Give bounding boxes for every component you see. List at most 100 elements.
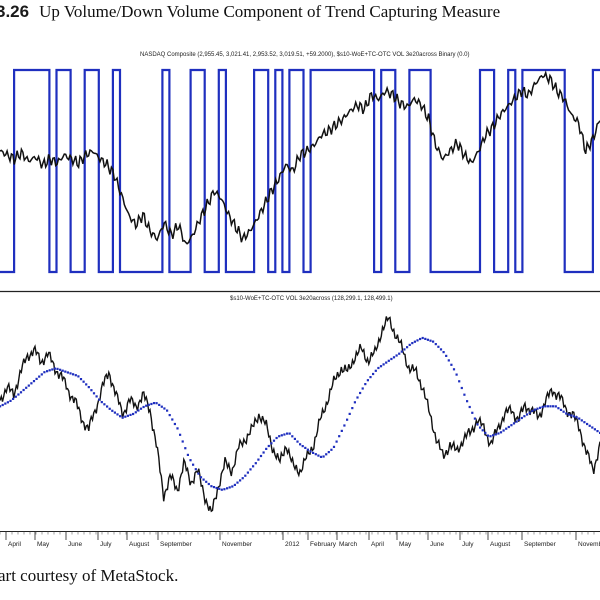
average-point [286, 432, 289, 435]
average-point [199, 476, 203, 479]
average-point [398, 352, 401, 355]
average-point [181, 440, 184, 443]
average-point [283, 433, 286, 436]
average-point [447, 359, 450, 362]
average-point [429, 339, 432, 342]
average-point [121, 416, 124, 419]
x-axis: April May June July August September November 2… [0, 531, 600, 548]
top-panel-frame [0, 48, 600, 291]
average-point [332, 445, 336, 448]
average-point [259, 454, 263, 458]
average-point [9, 399, 12, 402]
average-point [0, 405, 2, 408]
average-point [424, 337, 427, 340]
x-tick-label: April [371, 541, 385, 548]
bottom-panel: $s10-WoE+TC-OTC VOL 3e20across (128,299.… [0, 296, 600, 513]
nasdaq-series-line [0, 70, 600, 245]
average-point [254, 462, 257, 465]
average-point [194, 468, 197, 471]
average-point [40, 373, 43, 376]
average-point [280, 434, 283, 437]
average-point [32, 380, 36, 383]
average-point [129, 413, 132, 416]
average-point [111, 409, 114, 412]
average-point [288, 432, 291, 435]
average-point [145, 404, 148, 407]
x-tick-label: August [129, 541, 149, 548]
average-point [512, 422, 516, 425]
average-point [562, 410, 565, 413]
average-point [377, 366, 380, 370]
average-point [147, 403, 150, 406]
figure-title: 3.26 Up Volume/Down Volume Component of T… [0, 2, 600, 28]
average-point [327, 451, 330, 454]
average-point [152, 402, 156, 405]
average-point [82, 380, 85, 383]
average-point [51, 368, 54, 371]
average-point [210, 485, 213, 488]
x-tick-label: February [310, 541, 337, 548]
average-point [98, 398, 101, 401]
average-point [387, 359, 390, 362]
average-point [343, 424, 346, 427]
average-point [434, 343, 437, 346]
average-point [450, 363, 453, 366]
average-point [19, 391, 23, 394]
average-point [158, 403, 161, 406]
average-point [335, 440, 338, 443]
average-point [549, 405, 552, 408]
average-point [526, 413, 529, 416]
average-point [351, 407, 354, 410]
average-point [116, 413, 119, 416]
average-point [565, 412, 568, 415]
average-point [421, 336, 424, 340]
average-point [4, 402, 7, 405]
average-point [484, 431, 487, 434]
average-point [346, 418, 349, 421]
average-point [306, 448, 309, 451]
average-point [304, 446, 307, 449]
average-point [22, 388, 25, 392]
average-point [142, 405, 145, 409]
average-point [520, 416, 523, 420]
average-point [528, 411, 531, 414]
average-point [353, 401, 356, 404]
average-point [445, 354, 448, 357]
average-point [411, 342, 414, 345]
average-point [479, 426, 482, 429]
average-point [77, 375, 80, 378]
average-point [554, 405, 557, 408]
average-point [309, 450, 312, 453]
average-point [458, 380, 461, 383]
average-point [463, 393, 466, 396]
average-point [163, 407, 166, 410]
average-point [223, 488, 226, 491]
average-point [559, 408, 563, 411]
average-point [35, 377, 38, 380]
x-tick-label: May [37, 541, 50, 548]
average-point [25, 386, 28, 389]
average-point [507, 425, 510, 429]
average-point [100, 401, 103, 404]
average-point [572, 415, 576, 418]
average-point [132, 412, 135, 416]
average-point [471, 411, 474, 414]
average-point [510, 424, 513, 427]
average-point [546, 405, 549, 408]
average-point [390, 357, 393, 361]
average-point [252, 465, 255, 468]
x-tick-label: June [430, 541, 444, 548]
average-point [66, 371, 69, 374]
average-point [570, 414, 573, 417]
average-point [586, 422, 589, 426]
average-point [364, 383, 367, 386]
average-point [468, 405, 471, 409]
average-point [489, 435, 492, 438]
average-point [312, 451, 315, 454]
average-point [179, 433, 182, 436]
average-point [588, 424, 591, 427]
average-point [171, 418, 174, 421]
average-point [184, 447, 187, 450]
average-point [314, 453, 317, 456]
